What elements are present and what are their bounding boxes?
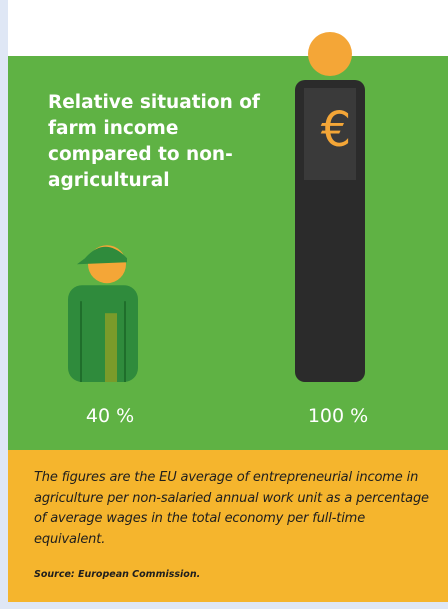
farmer-torso bbox=[68, 285, 138, 382]
worker-shirt bbox=[304, 88, 356, 180]
value-label-non-agricultural: 100 % bbox=[308, 405, 368, 427]
chart-title: Relative situation of farm income compar… bbox=[48, 92, 260, 191]
worker-figure-icon: € bbox=[295, 32, 365, 382]
source-note: Source: European Commission. bbox=[34, 569, 201, 580]
value-label-farm: 40 % bbox=[86, 405, 134, 427]
top-band bbox=[8, 0, 448, 56]
farmer-pocket bbox=[105, 313, 117, 382]
euro-sign-icon: € bbox=[321, 102, 352, 158]
farmer-cap-icon bbox=[77, 246, 127, 265]
caption-text: The figures are the EU average of entrep… bbox=[34, 470, 429, 547]
worker-head bbox=[308, 32, 352, 76]
caption-panel bbox=[8, 450, 448, 602]
farmer-figure-icon bbox=[68, 245, 138, 382]
chart-area: € 40 % 100 % bbox=[68, 32, 368, 427]
chart-panel bbox=[8, 56, 448, 450]
farmer-bar bbox=[68, 285, 138, 382]
